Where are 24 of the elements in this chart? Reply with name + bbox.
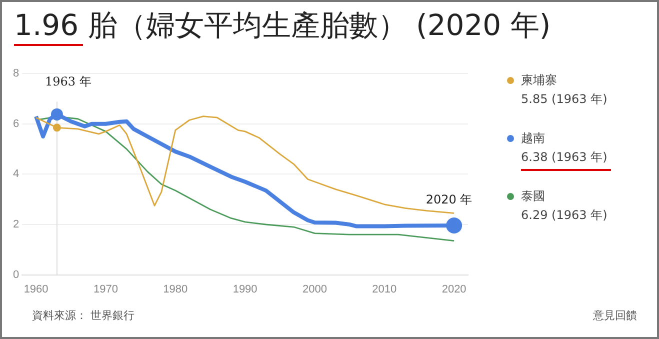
x-tick-label: 1980 — [163, 283, 188, 296]
x-tick-label: 1970 — [93, 283, 118, 296]
y-tick-label: 8 — [12, 68, 20, 80]
legend-label: 泰國 — [520, 188, 546, 205]
annotation: 2020 年 — [426, 192, 472, 207]
chart-title: 1.96 胎（婦女平均生產胎數） (2020 年) — [14, 7, 551, 44]
text: 5.85 (1963 年) — [521, 91, 608, 108]
ref-line-label: 1963 年 — [44, 74, 92, 89]
source-note: 資料來源： 世界銀行 — [32, 309, 134, 322]
x-tick-label: 1990 — [232, 283, 258, 296]
y-tick-label: 4 — [12, 168, 20, 180]
text: 6.38 (1963 年) — [521, 149, 608, 166]
x-tick-label: 1960 — [24, 283, 48, 296]
legend-label: 柬埔寨 — [520, 72, 558, 89]
x-tick-label: 2010 — [372, 283, 397, 296]
x-tick-label: 2000 — [302, 283, 327, 296]
text: 意見回饋 — [593, 308, 637, 323]
x-tick-label: 2020 — [442, 283, 466, 296]
point — [52, 124, 61, 132]
y-tick-label: 0 — [12, 268, 20, 281]
y-tick-label: 2 — [12, 218, 20, 231]
legend-label: 越南 — [520, 130, 546, 147]
text: 6.29 (1963 年) — [521, 207, 608, 224]
y-tick-label: 6 — [12, 118, 20, 130]
